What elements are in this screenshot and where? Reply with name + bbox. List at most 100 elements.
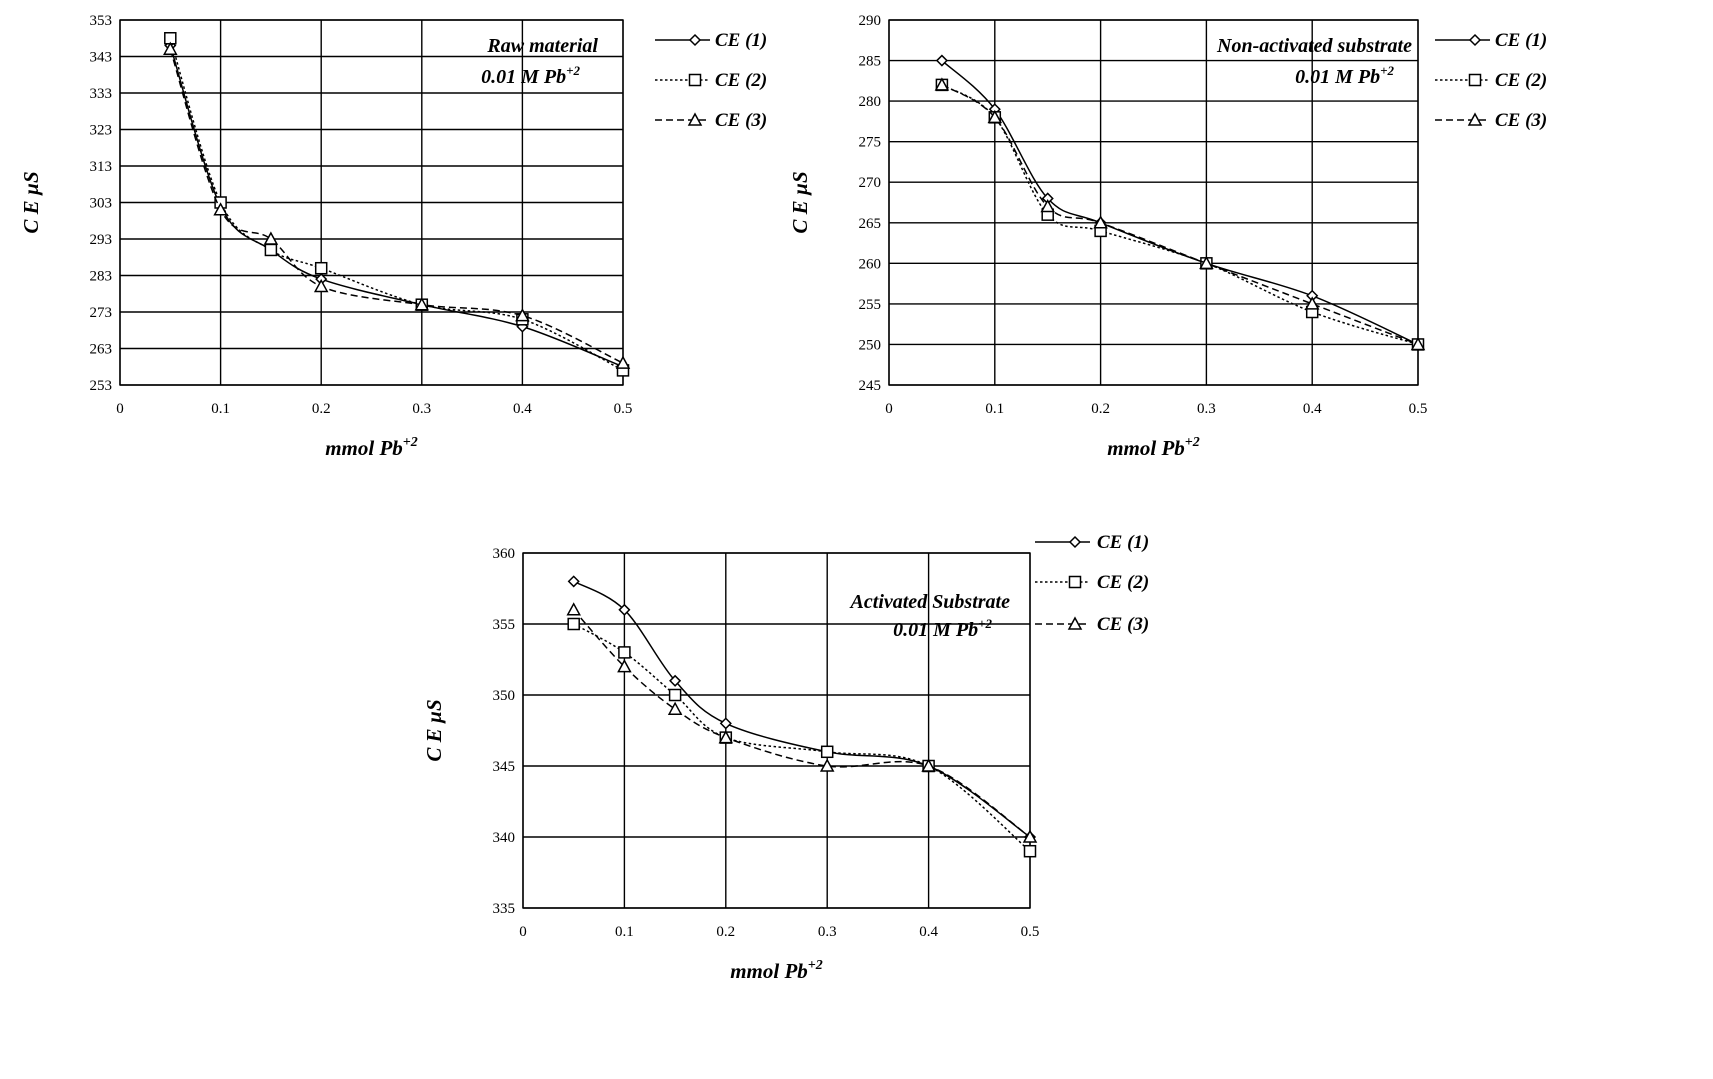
legend-marker xyxy=(1467,112,1483,126)
plot-frame xyxy=(119,19,624,386)
legend-label: CE (1) xyxy=(1097,532,1149,553)
y-tick-label: 343 xyxy=(90,50,113,66)
data-point xyxy=(314,261,328,275)
data-point xyxy=(667,701,683,715)
data-point xyxy=(1023,844,1037,858)
series-line xyxy=(169,38,624,372)
y-tick-label: 290 xyxy=(859,13,882,29)
y-tick-label: 280 xyxy=(859,94,882,110)
series-line xyxy=(169,45,624,368)
x-tick-label: 0.1 xyxy=(985,401,1004,417)
annotation-concentration-superscript: +2 xyxy=(566,63,580,78)
series-2 xyxy=(567,617,1037,858)
data-point xyxy=(1199,255,1214,270)
legend-marker xyxy=(1468,33,1482,47)
x-tick-label: 0.3 xyxy=(818,924,837,940)
data-point xyxy=(567,617,580,631)
data-point xyxy=(819,758,835,772)
legend-label: CE (1) xyxy=(715,30,767,51)
legend-marker xyxy=(1067,616,1083,630)
x-tick-label: 0.1 xyxy=(615,924,634,940)
series-line xyxy=(941,60,1419,346)
data-point xyxy=(566,602,581,616)
y-tick-label: 265 xyxy=(859,216,882,232)
y-tick-label: 333 xyxy=(90,86,113,102)
x-tick-label: 0.5 xyxy=(614,401,633,417)
annotation-concentration-superscript: +2 xyxy=(978,616,992,631)
legend-entry: CE (3) xyxy=(1035,614,1149,635)
data-point xyxy=(618,646,631,659)
legend-label: CE (2) xyxy=(1495,70,1547,91)
legend-label: CE (2) xyxy=(715,70,767,91)
data-point xyxy=(615,355,631,369)
legend-marker xyxy=(688,33,702,47)
legend-entry: CE (3) xyxy=(1435,110,1547,131)
legend-label: CE (3) xyxy=(715,110,767,131)
chart-activated-substrate-svg: 335 340 345 350 355 360 0 0.1 0.2 0.3 0.4 0.5 C E µS… xyxy=(422,532,1149,983)
legend-marker xyxy=(1068,575,1082,589)
chart-non-activated-substrate-svg: 245 250 255 260 265 270 275 280 285 290 0 0.1 0.2 0.3… xyxy=(788,13,1547,460)
chart-non-activated-substrate: 245 250 255 260 265 270 275 280 285 290 0 0.1 0.2 0.3… xyxy=(788,0,1713,500)
x-tick-label: 0 xyxy=(519,924,527,940)
legend-label: CE (3) xyxy=(1495,110,1547,131)
x-axis-title: mmol Pb+2 xyxy=(325,435,418,460)
data-point xyxy=(935,54,948,67)
x-tick-label: 0.1 xyxy=(211,401,230,417)
x-tick-label: 0.4 xyxy=(513,401,532,417)
legend-entry: CE (2) xyxy=(1035,572,1149,593)
data-point xyxy=(820,745,834,759)
x-axis-title-text: mmol Pb xyxy=(730,959,808,983)
annotation-concentration-text: 0.01 M Pb xyxy=(481,66,566,88)
plot-frame xyxy=(888,19,1419,386)
panel-annotation-concentration: 0.01 M Pb+2 xyxy=(1295,63,1394,88)
x-tick-label: 0.4 xyxy=(1303,401,1322,417)
series-line xyxy=(573,609,1031,838)
data-point xyxy=(618,603,631,616)
y-tick-label: 273 xyxy=(90,305,113,321)
x-axis-title-superscript: +2 xyxy=(808,958,823,973)
x-axis-title: mmol Pb+2 xyxy=(730,958,823,983)
data-point xyxy=(617,659,632,673)
data-point xyxy=(263,231,279,245)
y-tick-label: 303 xyxy=(90,196,113,212)
series-1 xyxy=(164,39,630,373)
y-tick-label: 350 xyxy=(493,688,516,704)
legend-label: CE (1) xyxy=(1495,30,1547,51)
x-axis-title: mmol Pb+2 xyxy=(1107,435,1200,460)
x-tick-label: 0.3 xyxy=(1197,401,1216,417)
data-point xyxy=(987,109,1003,124)
legend-entry: CE (2) xyxy=(1435,70,1547,91)
legend-entry: CE (2) xyxy=(655,70,767,91)
y-tick-label: 335 xyxy=(493,901,516,917)
annotation-concentration-text: 0.01 M Pb xyxy=(1295,66,1380,88)
panel-annotation-title: Raw material xyxy=(486,35,598,57)
data-point xyxy=(1040,198,1055,213)
y-tick-label: 285 xyxy=(859,54,882,70)
y-tick-label: 340 xyxy=(493,830,516,846)
y-tick-label: 253 xyxy=(90,378,113,394)
legend-entry: CE (3) xyxy=(655,110,767,131)
y-axis-title: C E µS xyxy=(19,171,43,233)
y-tick-label: 245 xyxy=(859,378,882,394)
y-tick-label: 263 xyxy=(90,342,113,358)
data-point xyxy=(1304,296,1320,310)
x-axis-title-text: mmol Pb xyxy=(1107,436,1185,460)
legend-label: CE (3) xyxy=(1097,614,1149,635)
panel-annotation-concentration: 0.01 M Pb+2 xyxy=(893,616,992,641)
series-2 xyxy=(935,78,1425,351)
y-axis-title: C E µS xyxy=(422,699,446,761)
data-point xyxy=(1093,215,1108,229)
panel-annotation-concentration: 0.01 M Pb+2 xyxy=(481,63,580,88)
series-3 xyxy=(163,41,631,369)
y-tick-label: 345 xyxy=(493,759,516,775)
plot-frame xyxy=(522,552,1031,909)
y-axis-title: C E µS xyxy=(788,171,812,233)
legend-entry: CE (1) xyxy=(1435,30,1547,51)
legend-entry: CE (1) xyxy=(1035,532,1149,553)
data-point xyxy=(213,202,228,216)
data-point xyxy=(264,243,278,257)
data-point xyxy=(669,674,682,687)
data-point xyxy=(1410,336,1426,351)
x-tick-label: 0.3 xyxy=(412,401,431,417)
x-tick-label: 0.5 xyxy=(1021,924,1040,940)
